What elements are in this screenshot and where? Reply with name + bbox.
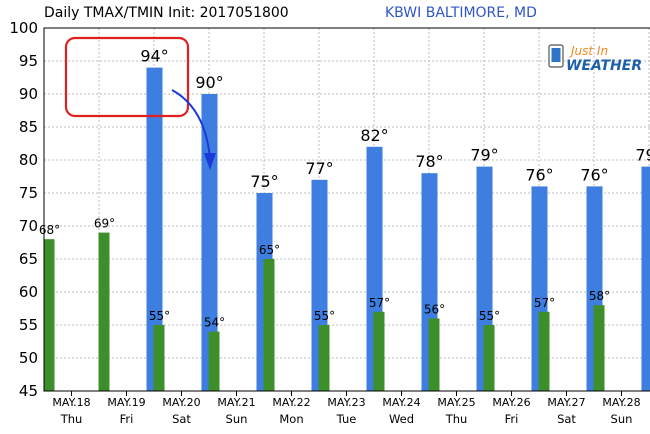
tmin-label-7: 56°	[424, 302, 445, 316]
x-date-label-10: MAY.28	[602, 396, 640, 409]
x-date-label-0: MAY.18	[52, 396, 90, 409]
x-date-label-5: MAY.23	[327, 396, 365, 409]
bars: 68° 69° 94° 55° 90° 54° 75° 65° 77° 55° 82° 57° 78° 5…	[39, 47, 650, 391]
tmin-bar-5	[318, 325, 330, 391]
annotation-arrowhead	[204, 153, 216, 170]
y-tick-label-60: 60	[19, 283, 38, 301]
x-date-label-3: MAY.21	[217, 396, 255, 409]
tmin-label-2: 55°	[149, 309, 170, 323]
x-date-label-1: MAY.19	[107, 396, 145, 409]
y-tick-label-95: 95	[19, 52, 38, 70]
tmin-bar-9	[538, 311, 550, 391]
tmin-bar-3	[208, 331, 220, 391]
tmin-label-5: 55°	[314, 309, 335, 323]
phone-screen-icon	[551, 48, 561, 62]
tmax-label-3: 75°	[250, 172, 278, 191]
logo-line2: WEATHER	[566, 58, 642, 74]
x-date-label-9: MAY.27	[547, 396, 585, 409]
x-date-label-4: MAY.22	[272, 396, 310, 409]
logo-line1: Just In	[569, 44, 608, 58]
tmax-label-10: 79°	[635, 146, 650, 165]
x-date-label-7: MAY.25	[437, 396, 475, 409]
tmin-bar-1	[98, 232, 110, 391]
tmax-label-6: 78°	[415, 152, 443, 171]
chart-title: Daily TMAX/TMIN Init: 2017051800	[44, 5, 289, 21]
y-tick-label-65: 65	[19, 250, 38, 268]
tmin-label-4: 65°	[259, 243, 280, 257]
x-day-label-6: Wed	[389, 412, 414, 426]
tmin-bar-6	[373, 311, 385, 391]
y-tick-label-75: 75	[19, 184, 38, 202]
y-axis: 45 50 55 60 65 70 75 80 85 90 95 100	[9, 19, 38, 400]
x-day-label-0: Thu	[60, 412, 83, 426]
grid-lines	[44, 28, 650, 391]
x-day-label-9: Sat	[557, 412, 576, 426]
station-label: KBWI BALTIMORE, MD	[385, 5, 537, 21]
tmax-label-8: 76°	[525, 165, 553, 184]
x-day-label-7: Thu	[445, 412, 468, 426]
x-day-label-2: Sat	[172, 412, 191, 426]
tmin-bar-2	[153, 325, 165, 391]
tmin-bar-7	[428, 318, 440, 391]
tmin-bar-10	[593, 305, 605, 391]
y-tick-label-80: 80	[19, 151, 38, 169]
x-date-label-2: MAY.20	[162, 396, 200, 409]
tmin-bar-8	[483, 325, 495, 391]
x-axis: MAY.18 Thu MAY.19 Fri MAY.20 Sat MAY.21 Sun MAY.…	[52, 391, 641, 426]
tmin-label-6: 57°	[369, 296, 390, 310]
x-day-label-10: Sun	[611, 412, 633, 426]
tmax-bar-10	[641, 166, 650, 391]
tmin-label-10: 58°	[589, 289, 610, 303]
tmin-bar-0	[43, 239, 55, 391]
y-tick-label-55: 55	[19, 316, 38, 334]
y-tick-label-90: 90	[19, 85, 38, 103]
x-day-label-4: Mon	[279, 412, 303, 426]
tmax-bar-1	[146, 67, 163, 391]
tmax-label-4: 77°	[305, 159, 333, 178]
tmax-bar-2	[201, 94, 218, 391]
tmax-label-5: 82°	[360, 126, 388, 145]
tmin-label-0: 68°	[39, 223, 60, 237]
just-in-weather-logo: Just In WEATHER	[548, 44, 642, 74]
tmin-label-8: 55°	[479, 309, 500, 323]
tmax-label-1: 94°	[140, 47, 168, 66]
tmin-bar-4	[263, 259, 275, 391]
x-day-label-3: Sun	[226, 412, 248, 426]
plot-frame	[43, 27, 650, 392]
y-tick-label-50: 50	[19, 349, 38, 367]
highlight-box	[64, 36, 190, 118]
tmax-label-2: 90°	[195, 73, 223, 92]
tmin-label-9: 57°	[534, 296, 555, 310]
x-date-label-6: MAY.24	[382, 396, 420, 409]
y-tick-label-70: 70	[19, 217, 38, 235]
x-day-label-8: Fri	[505, 412, 519, 426]
tmin-label-3: 54°	[204, 316, 225, 330]
x-day-label-1: Fri	[120, 412, 134, 426]
tmax-label-9: 76°	[580, 165, 608, 184]
y-tick-label-100: 100	[9, 19, 38, 37]
y-tick-label-85: 85	[19, 118, 38, 136]
annotation-arrow	[171, 89, 211, 159]
tmax-label-7: 79°	[470, 146, 498, 165]
x-day-label-5: Tue	[336, 412, 357, 426]
y-tick-label-45: 45	[19, 382, 38, 400]
tmin-label-1: 69°	[94, 217, 115, 231]
x-date-label-8: MAY.26	[492, 396, 530, 409]
